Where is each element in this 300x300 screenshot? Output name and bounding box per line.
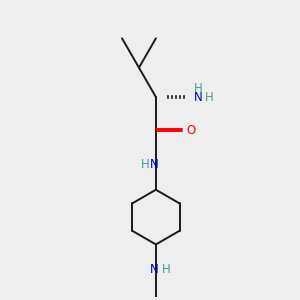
Text: H: H [205,91,214,104]
Text: O: O [187,124,196,137]
Text: N: N [194,91,203,104]
Text: N: N [150,158,159,171]
Text: H: H [141,158,150,171]
Text: H: H [162,263,171,276]
Text: H: H [194,82,203,95]
Text: N: N [150,263,159,276]
